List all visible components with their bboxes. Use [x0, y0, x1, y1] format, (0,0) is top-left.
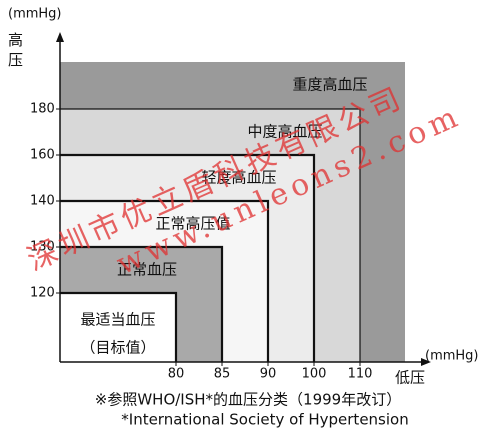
- y-tick-label: 120: [30, 286, 55, 301]
- region-label: 中度高血压: [247, 123, 322, 141]
- region-sublabel: （目标值）: [80, 339, 155, 357]
- region-label: 正常血压: [117, 261, 177, 279]
- y-tick-label: 180: [30, 102, 55, 117]
- region-label: 正常高压值: [155, 215, 230, 233]
- y-arrow: [56, 32, 64, 42]
- y-label: 高压: [8, 31, 23, 69]
- y-unit: (mmHg): [8, 7, 62, 22]
- note: *International Society of Hypertension: [121, 411, 408, 429]
- x-tick-label: 85: [214, 367, 231, 382]
- region-label: 重度高血压: [292, 76, 367, 94]
- x-tick-label: 80: [168, 367, 185, 382]
- region: [60, 293, 176, 362]
- x-tick-label: 110: [348, 367, 373, 382]
- region-label: 轻度高血压: [201, 169, 276, 187]
- x-label: 低压: [395, 369, 425, 387]
- note: ※参照WHO/ISH*的血压分类（1999年改订）: [95, 391, 401, 409]
- region-border: [60, 291, 178, 362]
- region-border: [60, 199, 270, 362]
- region-border: [60, 108, 361, 362]
- x-tick-label: 90: [260, 367, 277, 382]
- y-tick-label: 130: [30, 240, 55, 255]
- y-tick-label: 140: [30, 194, 55, 209]
- x-tick-label: 100: [302, 367, 327, 382]
- x-unit: (mmHg): [425, 349, 479, 364]
- y-tick-label: 160: [30, 148, 55, 163]
- region-label: 最适当血压: [80, 311, 155, 329]
- region-border: [60, 245, 224, 362]
- x-arrow: [421, 358, 431, 366]
- region-border: [60, 153, 316, 362]
